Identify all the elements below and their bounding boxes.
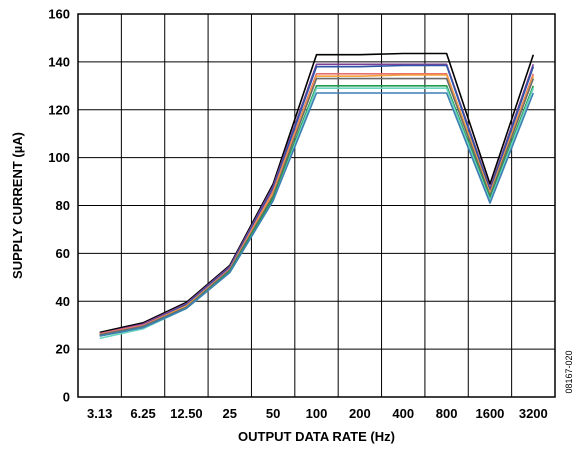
series-lines <box>99 52 535 340</box>
x-tick-label: 100 <box>306 406 328 421</box>
x-tick-label: 12.50 <box>170 406 203 421</box>
y-tick-label: 120 <box>48 102 70 117</box>
x-tick-label: 25 <box>223 406 237 421</box>
x-tick-label: 3.13 <box>87 406 112 421</box>
grid <box>78 14 555 397</box>
series-line-9 <box>99 92 535 337</box>
y-tick-label: 0 <box>63 390 70 405</box>
y-tick-label: 60 <box>56 246 70 261</box>
plot-frame <box>77 13 556 398</box>
y-tick-label: 160 <box>48 7 70 22</box>
x-tick-label: 400 <box>392 406 414 421</box>
x-tick-labels: 3.13 6.25 12.50 25 50 100 200 400 800 1600 3200 <box>87 406 548 421</box>
series-line-1 <box>99 52 535 334</box>
y-axis-title: SUPPLY CURRENT (µA) <box>10 132 25 279</box>
y-tick-label: 140 <box>48 54 70 69</box>
x-tick-label: 800 <box>436 406 458 421</box>
figure-id: 08167-020 <box>564 350 574 393</box>
x-tick-label: 200 <box>349 406 371 421</box>
y-tick-label: 20 <box>56 342 70 357</box>
x-axis-title: OUTPUT DATA RATE (Hz) <box>238 429 395 444</box>
y-tick-label: 40 <box>56 294 70 309</box>
x-tick-label: 3200 <box>519 406 548 421</box>
y-tick-labels: 0 20 40 60 80 100 120 140 160 <box>48 7 70 405</box>
series-line-6 <box>99 77 535 336</box>
x-tick-label: 6.25 <box>130 406 155 421</box>
y-tick-label: 80 <box>56 198 70 213</box>
y-tick-label: 100 <box>48 150 70 165</box>
x-tick-label: 1600 <box>475 406 504 421</box>
x-tick-label: 50 <box>266 406 280 421</box>
